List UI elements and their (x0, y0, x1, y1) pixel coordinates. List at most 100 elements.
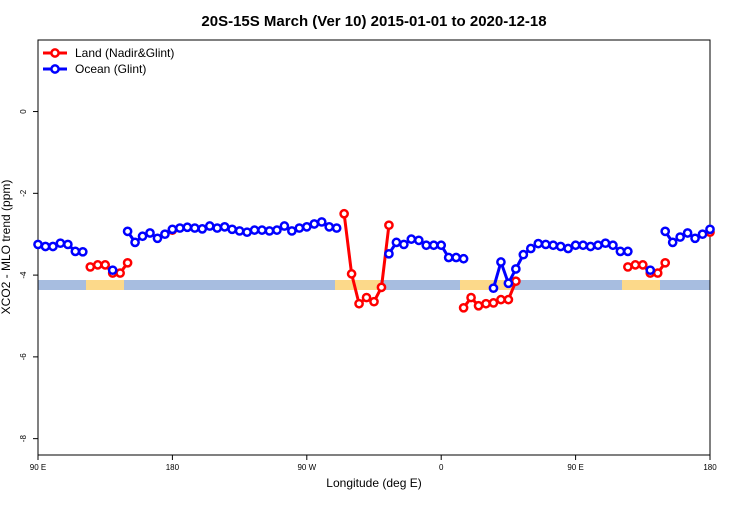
data-point (428, 240, 439, 251)
data-point (122, 257, 133, 268)
data-point (391, 237, 402, 248)
data-point (697, 229, 708, 240)
data-point (212, 223, 223, 233)
data-point (361, 292, 372, 303)
data-point (637, 260, 648, 270)
data-point (130, 237, 140, 248)
y-tick-label: -2 (19, 189, 28, 197)
data-point (496, 294, 506, 305)
data-point (294, 223, 305, 233)
data-point (316, 217, 327, 227)
data-point (399, 239, 409, 250)
data-point (331, 223, 342, 233)
x-axis-label: Longitude (deg E) (326, 476, 421, 490)
data-point (481, 298, 491, 309)
data-point (197, 224, 208, 234)
data-point (593, 240, 603, 251)
data-point (234, 226, 245, 236)
x-tick-label: 0 (439, 463, 444, 472)
data-point (175, 223, 185, 233)
data-point (160, 229, 170, 240)
data-point (63, 239, 73, 250)
y-tick-label: 0 (19, 109, 28, 114)
data-point (585, 241, 596, 252)
y-tick-label: -8 (19, 435, 28, 443)
land-band (86, 280, 124, 290)
data-point (55, 238, 66, 249)
data-point (645, 265, 656, 276)
data-point (33, 239, 43, 250)
data-point (204, 221, 215, 231)
x-tick-label: 180 (703, 463, 717, 472)
data-point (40, 241, 51, 252)
data-point (346, 269, 357, 279)
data-point (301, 222, 312, 232)
data-point (682, 228, 693, 238)
data-point (152, 233, 163, 244)
data-point (458, 253, 469, 264)
series-line (37, 220, 711, 289)
chart-title: 20S-15S March (Ver 10) 2015-01-01 to 202… (201, 13, 546, 30)
data-point (630, 260, 641, 270)
y-tick-label: -6 (19, 353, 28, 361)
legend-marker (50, 64, 60, 74)
data-point (675, 232, 685, 242)
data-point (511, 264, 521, 274)
data-point (623, 262, 633, 272)
data-point (264, 226, 275, 236)
x-tick-label: 180 (166, 463, 180, 472)
data-point (92, 260, 103, 270)
y-tick-label: -4 (19, 271, 28, 279)
data-point (309, 219, 320, 229)
data-point (578, 240, 588, 251)
data-point (242, 227, 252, 238)
data-point (540, 239, 551, 250)
data-point (563, 243, 573, 254)
legend-marker (50, 48, 60, 58)
data-point (287, 226, 297, 236)
data-point (182, 222, 193, 233)
data-point (189, 223, 200, 233)
data-point (600, 238, 611, 249)
data-point (167, 224, 178, 235)
data-point (458, 302, 469, 313)
data-point (623, 246, 633, 257)
data-point (488, 283, 499, 294)
data-point (413, 235, 424, 246)
data-point (503, 278, 514, 289)
y-axis-label: XCO2 - MLO trend (ppm) (0, 180, 13, 315)
data-point (451, 252, 461, 263)
legend-label: Land (Nadir&Glint) (75, 46, 174, 60)
data-point (384, 220, 394, 231)
data-point (100, 260, 111, 270)
data-point (496, 257, 506, 267)
data-point (384, 248, 394, 259)
data-point (219, 222, 230, 232)
surface-band (38, 280, 710, 290)
data-point (227, 224, 237, 235)
x-tick-label: 90 W (297, 463, 316, 472)
data-point (555, 241, 566, 252)
data-point (466, 292, 476, 303)
data-point (369, 296, 379, 307)
x-tick-label: 90 E (567, 463, 583, 472)
data-point (511, 276, 521, 287)
data-point (533, 238, 544, 249)
x-tick-label: 90 E (30, 463, 46, 472)
data-point (705, 224, 715, 235)
data-point (376, 282, 387, 293)
data-point (473, 300, 484, 311)
data-point (443, 252, 454, 263)
data-point (122, 226, 133, 237)
data-point (421, 240, 432, 251)
data-point (70, 246, 81, 257)
data-point (667, 237, 678, 248)
data-point (690, 233, 700, 244)
data-point (518, 249, 529, 260)
data-point (406, 234, 417, 244)
data-point (137, 231, 148, 242)
data-point (48, 241, 58, 252)
data-point (652, 268, 663, 278)
data-point (107, 265, 118, 276)
